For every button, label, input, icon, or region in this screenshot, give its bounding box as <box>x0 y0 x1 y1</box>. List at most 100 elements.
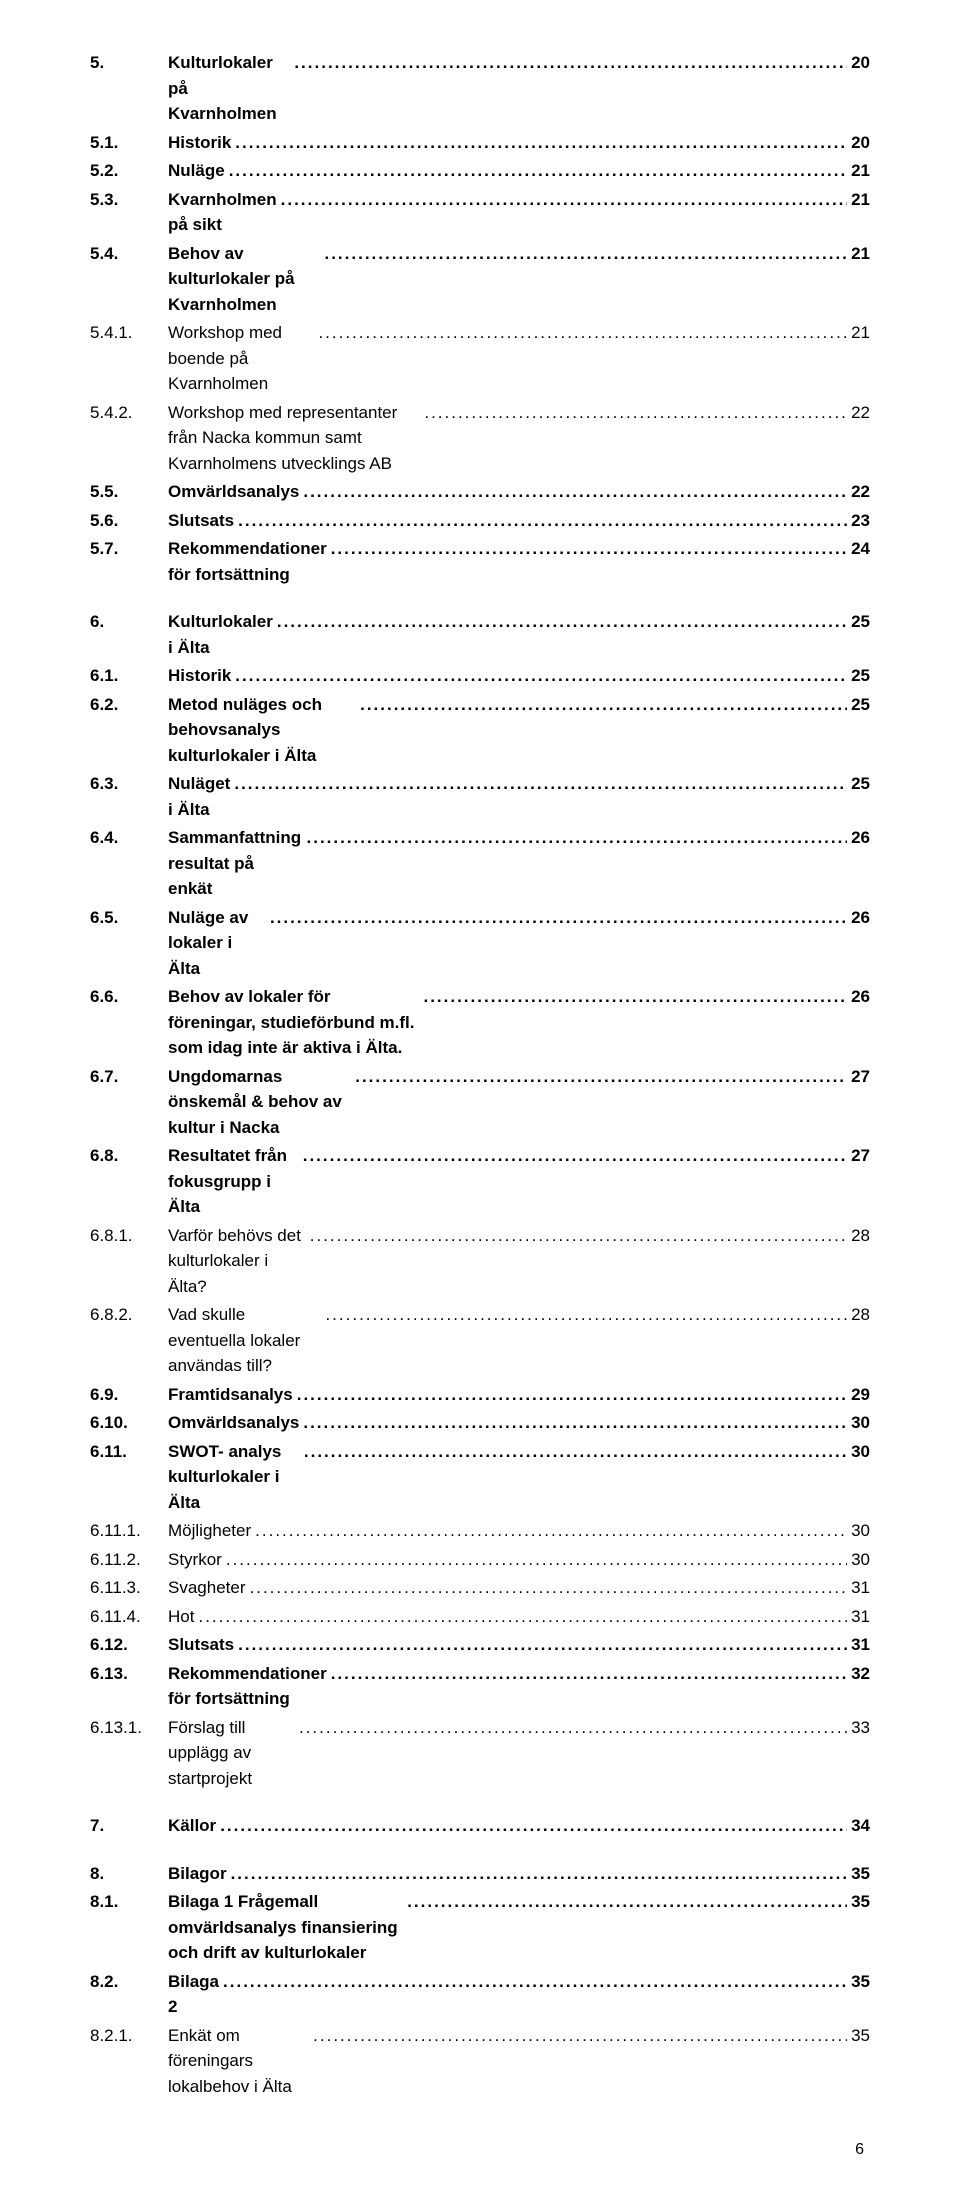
toc-dot-leader <box>295 1715 847 1741</box>
toc-entry-number: 6. <box>90 609 168 635</box>
toc-dot-leader <box>299 1410 847 1436</box>
toc-entry-number: 6.13. <box>90 1661 168 1687</box>
toc-entry-body: Historik20 <box>168 130 870 156</box>
toc-entry-body: Bilaga 235 <box>168 1969 870 2020</box>
toc-dot-leader <box>306 1223 847 1249</box>
toc-entry-page: 30 <box>847 1547 870 1573</box>
toc-entry: 8.2.Bilaga 235 <box>90 1969 870 2020</box>
toc-entry-number: 6.10. <box>90 1410 168 1436</box>
toc-entry-title: Kulturlokaler i Älta <box>168 609 273 660</box>
toc-entry-page: 32 <box>847 1661 870 1687</box>
toc-entry-body: Historik25 <box>168 663 870 689</box>
toc-entry-title: Historik <box>168 663 231 689</box>
toc-entry-number: 6.2. <box>90 692 168 718</box>
toc-entry: 8.1.Bilaga 1 Frågemall omvärldsanalys fi… <box>90 1889 870 1966</box>
toc-dot-leader <box>216 1813 847 1839</box>
toc-entry-body: Slutsats31 <box>168 1632 870 1658</box>
toc-entry-title: Kulturlokaler på Kvarnholmen <box>168 50 290 127</box>
toc-dot-leader <box>273 609 847 635</box>
toc-entry-page: 26 <box>847 825 870 851</box>
toc-entry-title: Möjligheter <box>168 1518 251 1544</box>
toc-entry-body: Metod nuläges och behovsanalys kulturlok… <box>168 692 870 769</box>
toc-entry-body: Styrkor 30 <box>168 1547 870 1573</box>
toc-entry-title: Bilaga 2 <box>168 1969 219 2020</box>
toc-entry-title: Sammanfattning resultat på enkät <box>168 825 303 902</box>
toc-entry-title: Svagheter <box>168 1575 246 1601</box>
toc-entry: 5.5.Omvärldsanalys22 <box>90 479 870 505</box>
toc-entry-body: Rekommendationer för fortsättning24 <box>168 536 870 587</box>
toc-entry-page: 34 <box>847 1813 870 1839</box>
toc-entry: 6.6.Behov av lokaler för föreningar, stu… <box>90 984 870 1061</box>
toc-dot-leader <box>219 1969 847 1995</box>
toc-entry-page: 21 <box>847 241 870 267</box>
toc-dot-leader <box>227 1861 848 1887</box>
toc-entry-title: Källor <box>168 1813 216 1839</box>
toc-entry-body: Kulturlokaler i Älta 25 <box>168 609 870 660</box>
toc-dot-leader <box>356 692 847 718</box>
toc-entry-title: Bilaga 1 Frågemall omvärldsanalys finans… <box>168 1889 403 1966</box>
toc-entry-title: Omvärldsanalys <box>168 479 299 505</box>
toc-entry-page: 31 <box>847 1632 870 1658</box>
toc-entry-body: Sammanfattning resultat på enkät 26 <box>168 825 870 902</box>
toc-entry-number: 5.7. <box>90 536 168 562</box>
toc-entry-body: Svagheter31 <box>168 1575 870 1601</box>
toc-entry-title: Enkät om föreningars lokalbehov i Älta <box>168 2023 309 2100</box>
toc-entry-number: 5.1. <box>90 130 168 156</box>
toc-entry-page: 29 <box>847 1382 870 1408</box>
toc-entry: 6.9.Framtidsanalys29 <box>90 1382 870 1408</box>
toc-entry-body: Rekommendationer för fortsättning32 <box>168 1661 870 1712</box>
toc-entry-title: Metod nuläges och behovsanalys kulturlok… <box>168 692 356 769</box>
toc-entry-number: 6.4. <box>90 825 168 851</box>
toc-entry-page: 30 <box>847 1518 870 1544</box>
toc-entry-body: SWOT- analys kulturlokaler i Älta30 <box>168 1439 870 1516</box>
toc-entry-number: 6.11. <box>90 1439 168 1465</box>
toc-entry: 6.12.Slutsats31 <box>90 1632 870 1658</box>
toc-dot-leader <box>231 130 847 156</box>
toc-entry-page: 21 <box>847 187 870 213</box>
toc-entry-page: 27 <box>847 1064 870 1090</box>
toc-dot-leader <box>327 1661 847 1687</box>
toc-dot-leader <box>234 508 847 534</box>
toc-entry-page: 25 <box>847 609 870 635</box>
toc-entry: 6.13.1.Förslag till upplägg av startproj… <box>90 1715 870 1792</box>
toc-entry: 6.1.Historik25 <box>90 663 870 689</box>
toc-entry-body: Nuläge21 <box>168 158 870 184</box>
toc-dot-leader <box>290 50 847 76</box>
toc-entry-body: Ungdomarnas önskemål & behov av kultur i… <box>168 1064 870 1141</box>
toc-entry: 6.8.Resultatet från fokusgrupp i Älta27 <box>90 1143 870 1220</box>
toc-entry-title: Workshop med boende på Kvarnholmen <box>168 320 314 397</box>
toc-entry-body: Källor 34 <box>168 1813 870 1839</box>
toc-entry: 6.8.2.Vad skulle eventuella lokaler anvä… <box>90 1302 870 1379</box>
toc-dot-leader <box>320 241 847 267</box>
toc-entry-number: 6.8. <box>90 1143 168 1169</box>
toc-dot-leader <box>321 1302 847 1328</box>
toc-entry: 6.2.Metod nuläges och behovsanalys kultu… <box>90 692 870 769</box>
toc-entry-page: 35 <box>847 1889 870 1915</box>
toc-entry: 6.4.Sammanfattning resultat på enkät 26 <box>90 825 870 902</box>
toc-dot-leader <box>419 984 847 1010</box>
toc-entry-title: Vad skulle eventuella lokaler användas t… <box>168 1302 321 1379</box>
toc-entry: 6.Kulturlokaler i Älta 25 <box>90 609 870 660</box>
toc-entry-number: 6.8.1. <box>90 1223 168 1249</box>
toc-dot-leader <box>420 400 847 426</box>
toc-entry: 6.11.2.Styrkor30 <box>90 1547 870 1573</box>
toc-dot-leader <box>293 1382 847 1408</box>
toc-entry-body: Hot31 <box>168 1604 870 1630</box>
toc-entry: 5.4.2.Workshop med representanter från N… <box>90 400 870 477</box>
toc-entry-number: 5.4.2. <box>90 400 168 426</box>
toc-dot-leader <box>303 825 848 851</box>
toc-entry-page: 22 <box>847 400 870 426</box>
toc-entry-title: Framtidsanalys <box>168 1382 293 1408</box>
toc-entry: 6.7.Ungdomarnas önskemål & behov av kult… <box>90 1064 870 1141</box>
toc-entry-page: 23 <box>847 508 870 534</box>
toc-entry-page: 20 <box>847 50 870 76</box>
toc-entry-title: Ungdomarnas önskemål & behov av kultur i… <box>168 1064 351 1141</box>
toc-entry-title: Nuläge av lokaler i Älta <box>168 905 266 982</box>
toc-entry-body: Workshop med representanter från Nacka k… <box>168 400 870 477</box>
toc-entry-title: Rekommendationer för fortsättning <box>168 536 327 587</box>
toc-entry-page: 35 <box>847 2023 870 2049</box>
toc-entry-title: Hot <box>168 1604 194 1630</box>
toc-entry: 5.6.Slutsats23 <box>90 508 870 534</box>
toc-entry-title: Styrkor <box>168 1547 222 1573</box>
toc-entry-title: Varför behövs det kulturlokaler i Älta? <box>168 1223 306 1300</box>
